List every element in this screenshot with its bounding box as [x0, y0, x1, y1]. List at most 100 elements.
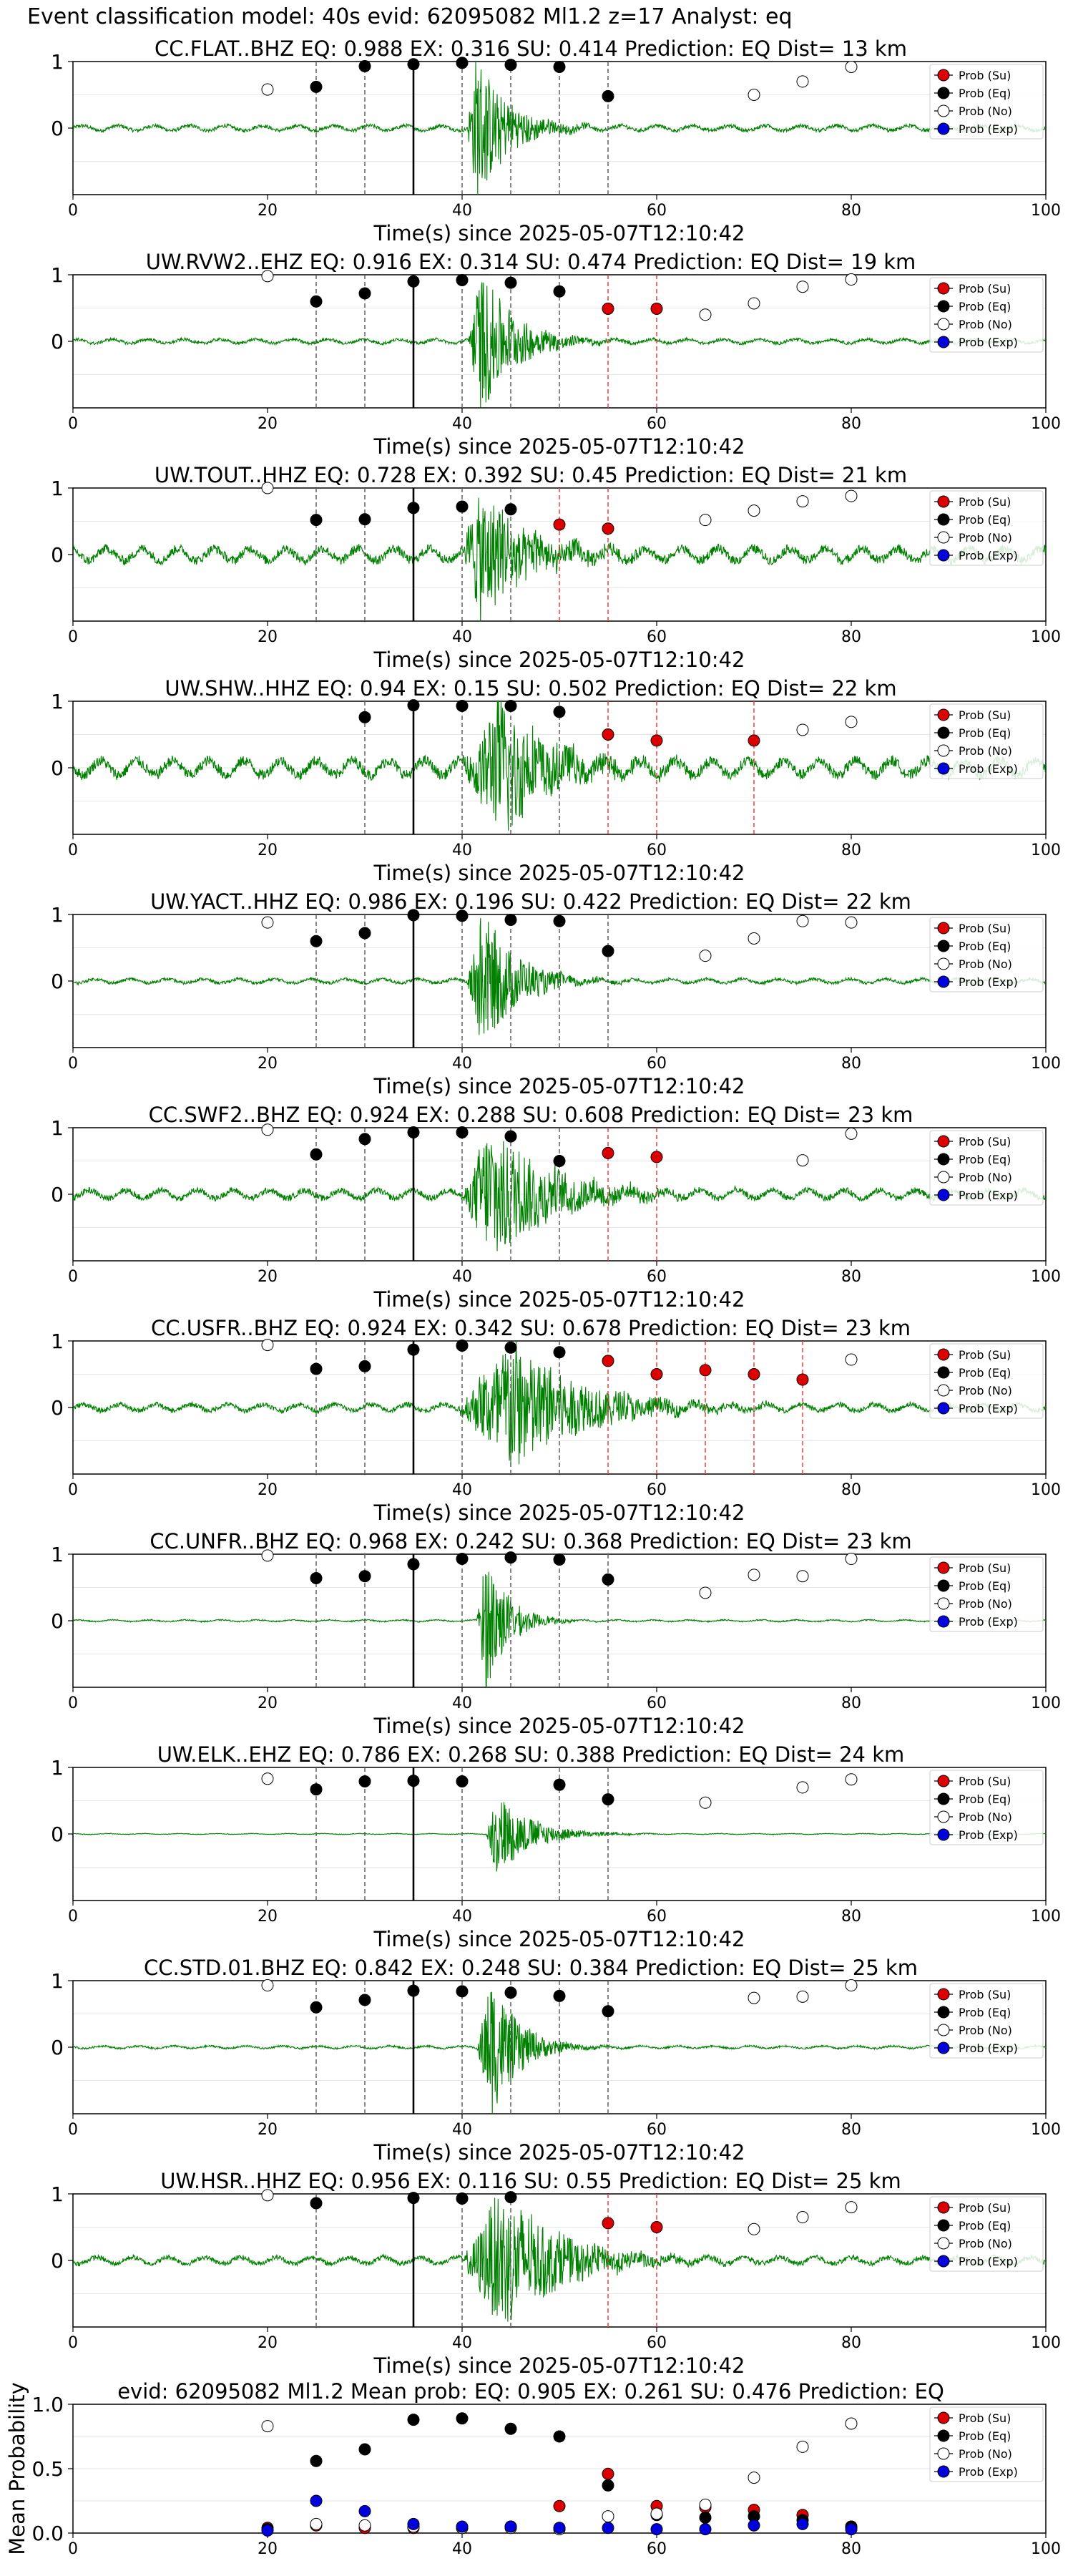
x-tick-label: 20	[258, 1694, 278, 1712]
waveform-trace	[73, 701, 1046, 831]
prob-eq-point	[407, 1984, 420, 1997]
station-panel: UW.TOUT..HHZ EQ: 0.728 EX: 0.392 SU: 0.4…	[51, 463, 1061, 672]
legend-marker	[937, 2411, 950, 2424]
prob-no-point	[845, 716, 858, 728]
legend-label: Prob (Exp)	[959, 2041, 1018, 2055]
x-tick-label: 20	[258, 628, 278, 646]
prob-eq-point	[504, 1341, 517, 1354]
prob-no-point	[748, 297, 760, 310]
legend-label: Prob (Exp)	[959, 2465, 1018, 2479]
station-panel: UW.YACT..HHZ EQ: 0.986 EX: 0.196 SU: 0.4…	[51, 889, 1061, 1098]
legend-label: Prob (Su)	[959, 1988, 1011, 2001]
mean-eq-point	[602, 2479, 614, 2492]
x-tick-label: 60	[647, 628, 667, 646]
legend-label: Prob (No)	[959, 2024, 1012, 2037]
panel-title: UW.ELK..EHZ EQ: 0.786 EX: 0.268 SU: 0.38…	[157, 1742, 905, 1767]
prob-eq-point	[358, 287, 371, 300]
legend-label: Prob (No)	[959, 2237, 1012, 2250]
legend-label: Prob (No)	[959, 957, 1012, 971]
mean-no-point	[310, 2517, 323, 2530]
prob-eq-point	[358, 1994, 371, 2006]
prob-eq-point	[456, 1553, 469, 1566]
x-tick-label: 60	[647, 1694, 667, 1712]
legend-label: Prob (No)	[959, 1810, 1012, 1824]
legend-marker	[937, 1615, 950, 1628]
legend-box	[929, 64, 1044, 140]
prob-no-point	[699, 308, 712, 321]
panel-title: CC.USFR..BHZ EQ: 0.924 EX: 0.342 SU: 0.6…	[151, 1316, 911, 1340]
y-tick-label: 0.0	[31, 2522, 64, 2545]
prob-eq-point	[456, 700, 469, 713]
y-tick-label: 0	[51, 970, 64, 993]
mean-exp-point	[504, 2520, 517, 2533]
legend-marker	[937, 1775, 950, 1787]
y-tick-label: 1	[51, 1543, 64, 1566]
prob-no-point	[845, 1553, 858, 1566]
x-tick-label: 100	[1031, 1055, 1061, 1073]
station-panel: CC.SWF2..BHZ EQ: 0.924 EX: 0.288 SU: 0.6…	[51, 1103, 1061, 1312]
x-axis-label: Time(s) since 2025-05-07T12:10:42	[373, 1501, 745, 1525]
prob-su-point	[602, 1355, 614, 1367]
prob-eq-point	[602, 1573, 614, 1586]
prob-no-point	[796, 2211, 809, 2224]
legend-marker	[937, 2237, 950, 2250]
prob-eq-point	[553, 706, 566, 718]
x-tick-label: 20	[258, 1055, 278, 1073]
prob-eq-point	[407, 699, 420, 712]
x-axis-label: Time(s) since 2025-05-07T12:10:42	[373, 1714, 745, 1738]
x-tick-label: 80	[841, 1908, 861, 1926]
prob-eq-point	[553, 1989, 566, 2002]
legend-label: Prob (Eq)	[959, 300, 1011, 313]
prob-no-point	[699, 1796, 712, 1809]
waveform-trace	[73, 917, 1046, 1035]
mean-eq-point	[358, 2443, 371, 2456]
prob-eq-point	[456, 1775, 469, 1788]
mean-eq-point	[456, 2412, 469, 2425]
mean-exp-point	[650, 2523, 663, 2536]
prob-su-point	[650, 302, 663, 315]
station-panel: UW.RVW2..EHZ EQ: 0.916 EX: 0.314 SU: 0.4…	[51, 250, 1061, 459]
prob-su-point	[796, 1373, 809, 1386]
prob-eq-point	[456, 2192, 469, 2205]
x-tick-label: 100	[1031, 1268, 1061, 1286]
prob-no-point	[261, 1772, 274, 1785]
y-tick-label: 0	[51, 330, 64, 353]
x-tick-label: 0	[68, 202, 78, 220]
x-tick-label: 80	[841, 1481, 861, 1499]
x-tick-label: 60	[647, 2334, 667, 2352]
station-panel: CC.USFR..BHZ EQ: 0.924 EX: 0.342 SU: 0.6…	[51, 1316, 1061, 1525]
prob-no-point	[261, 1339, 274, 1352]
prob-eq-point	[310, 2197, 323, 2210]
y-tick-label: 0	[51, 2036, 64, 2059]
legend-marker	[937, 1810, 950, 1823]
prob-no-point	[845, 1353, 858, 1366]
prob-eq-point	[456, 1126, 469, 1139]
legend-box	[929, 277, 1044, 353]
mean-exp-point	[261, 2524, 274, 2537]
x-tick-label: 20	[258, 415, 278, 433]
panel-title: CC.FLAT..BHZ EQ: 0.988 EX: 0.316 SU: 0.4…	[155, 36, 907, 61]
x-tick-label: 60	[647, 1055, 667, 1073]
x-axis-label: Time(s) since 2025-05-07T12:10:42	[373, 2140, 745, 2165]
x-axis-label: Time(s) since 2025-05-07T12:10:42	[373, 221, 745, 245]
prob-eq-point	[456, 57, 469, 69]
prob-no-point	[845, 2201, 858, 2214]
x-tick-label: 80	[841, 1268, 861, 1286]
x-tick-label: 60	[647, 2540, 667, 2558]
prob-no-point	[796, 723, 809, 736]
legend-label: Prob (Su)	[959, 1135, 1011, 1148]
legend-label: Prob (Su)	[959, 1561, 1011, 1575]
prob-eq-point	[310, 2001, 323, 2014]
prob-no-point	[261, 83, 274, 96]
legend-label: Prob (No)	[959, 1171, 1012, 1184]
prob-no-point	[748, 89, 760, 101]
legend-marker	[937, 2255, 950, 2268]
mean-no-point	[845, 2417, 858, 2430]
prob-eq-point	[407, 1775, 420, 1787]
mean-exp-point	[699, 2523, 712, 2536]
legend-label: Prob (Su)	[959, 2411, 1011, 2425]
prob-eq-point	[310, 1148, 323, 1161]
x-tick-label: 0	[68, 841, 78, 859]
panel-title: UW.HSR..HHZ EQ: 0.956 EX: 0.116 SU: 0.55…	[160, 2169, 901, 2193]
legend-label: Prob (No)	[959, 744, 1012, 758]
